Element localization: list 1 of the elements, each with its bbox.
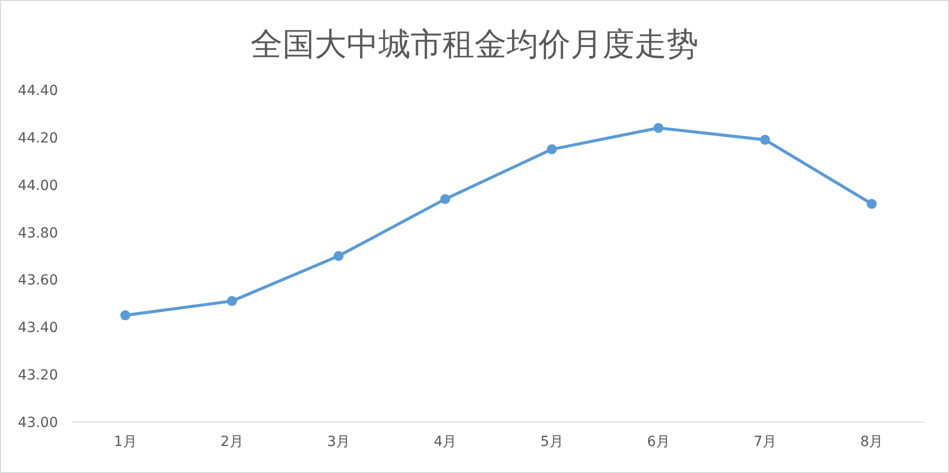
- title: 全国大中城市租金均价月度走势: [250, 25, 698, 63]
